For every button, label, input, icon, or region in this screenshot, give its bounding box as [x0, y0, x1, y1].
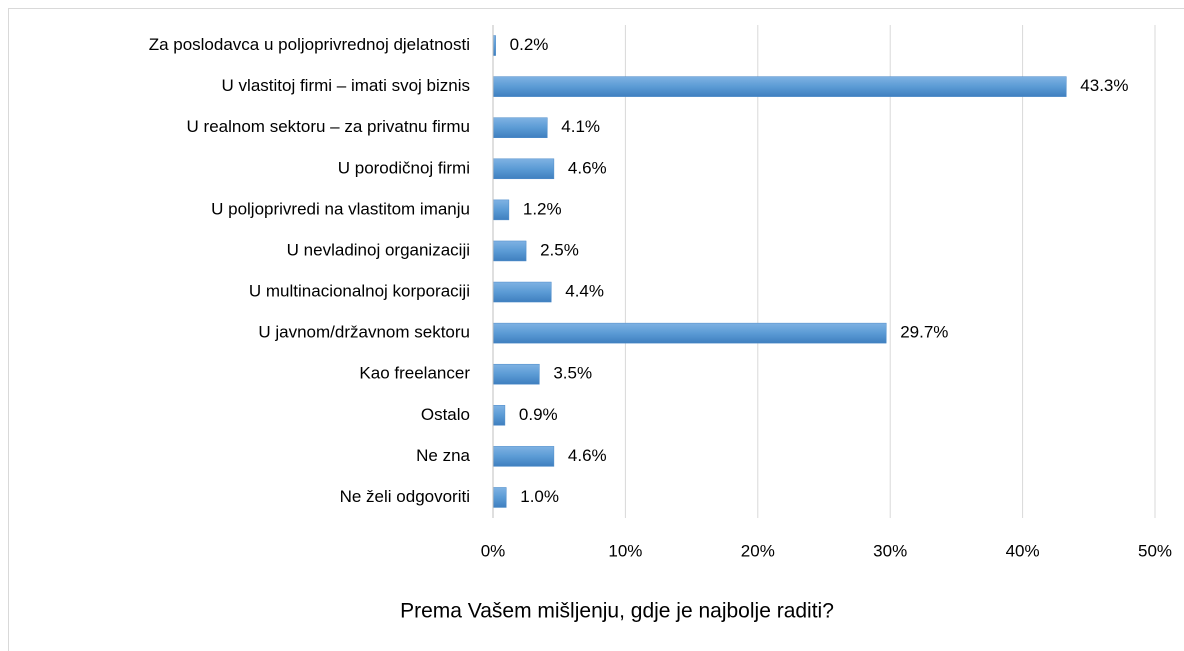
bar: [492, 199, 510, 221]
x-tick-label: 20%: [741, 541, 775, 560]
x-tick-label: 40%: [1006, 541, 1040, 560]
y-tick-label: U poljoprivredi na vlastitom imanju: [211, 199, 470, 218]
y-tick-label: Ostalo: [421, 405, 470, 424]
data-label: 0.2%: [510, 35, 549, 54]
chart-title: Prema Vašem mišljenju, gdje je najbolje …: [400, 600, 834, 623]
data-label: 2.5%: [540, 240, 579, 259]
data-label: 4.4%: [565, 282, 604, 301]
y-tick-label: Ne želi odgovoriti: [340, 487, 470, 506]
y-tick-label: U multinacionalnoj korporaciji: [249, 282, 470, 301]
data-label: 4.6%: [568, 158, 607, 177]
data-label: 29.7%: [900, 323, 948, 342]
data-label: 4.1%: [561, 117, 600, 136]
bar: [492, 487, 507, 508]
y-tick-label: U javnom/državnom sektoru: [258, 323, 470, 342]
bar: [492, 322, 887, 344]
bar: [492, 281, 552, 303]
y-tick-label: U vlastitoj firmi – imati svoj biznis: [222, 76, 470, 95]
y-tick-label: U nevladinoj organizaciji: [287, 240, 470, 259]
bar: [492, 240, 527, 262]
bar: [492, 405, 506, 426]
y-tick-label: U porodičnoj firmi: [338, 158, 470, 177]
data-label: 3.5%: [553, 364, 592, 383]
x-tick-label: 30%: [873, 541, 907, 560]
data-label: 4.6%: [568, 446, 607, 465]
x-tick-label: 0%: [481, 541, 506, 560]
bar: [492, 76, 1067, 97]
data-label: 0.9%: [519, 405, 558, 424]
bar: [492, 117, 548, 138]
bar: [492, 446, 555, 467]
x-tick-label: 10%: [608, 541, 642, 560]
bar: [492, 363, 540, 385]
chart-border: [8, 8, 1184, 651]
y-tick-label: Ne zna: [416, 446, 470, 465]
x-tick-label: 50%: [1138, 541, 1172, 560]
bar: [492, 158, 555, 180]
data-label: 43.3%: [1080, 76, 1128, 95]
y-tick-label: U realnom sektoru – za privatnu firmu: [187, 117, 470, 136]
y-tick-label: Za poslodavca u poljoprivrednoj djelatno…: [149, 35, 470, 54]
data-label: 1.0%: [520, 487, 559, 506]
y-tick-label: Kao freelancer: [359, 364, 470, 383]
data-label: 1.2%: [523, 199, 562, 218]
